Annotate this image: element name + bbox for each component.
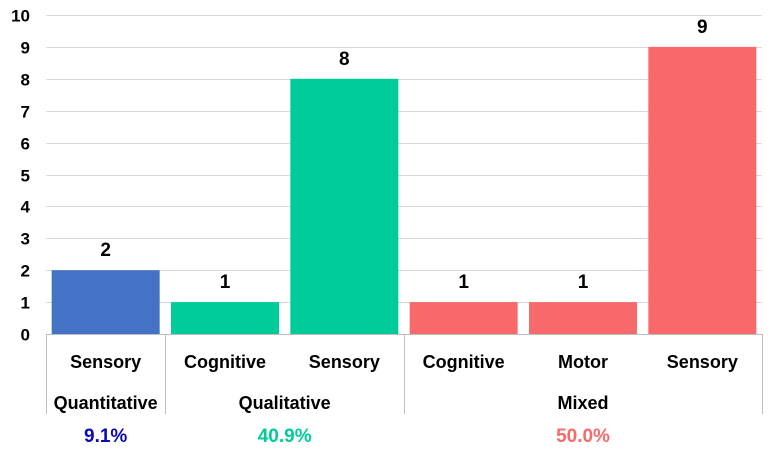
data-label: 1 <box>578 272 589 293</box>
y-tick-label: 6 <box>21 135 30 154</box>
x-category-label: Sensory <box>667 352 738 372</box>
x-category-label: Cognitive <box>184 352 266 372</box>
data-label: 8 <box>339 49 350 70</box>
x-axis: Sensory Cognitive Sensory Cognitive Motor Sen… <box>46 334 763 414</box>
y-tick-label: 5 <box>21 167 30 186</box>
x-category-label: Cognitive <box>423 352 505 372</box>
y-tick-label: 7 <box>21 103 30 122</box>
bars <box>51 46 757 335</box>
bar-sensory-mixed <box>648 46 757 335</box>
data-labels: 2 1 8 1 1 9 <box>100 17 707 293</box>
y-tick-label: 10 <box>11 7 30 26</box>
group-percent-quantitative: 9.1% <box>84 426 127 447</box>
bar-motor-mixed <box>529 302 637 334</box>
y-axis-tick-labels: 0 1 2 3 4 5 6 7 8 9 10 <box>11 7 30 345</box>
y-tick-label: 1 <box>21 294 30 313</box>
data-label: 1 <box>220 272 231 293</box>
y-tick-label: 4 <box>21 198 31 217</box>
bar-cognitive-qualitative <box>171 302 279 334</box>
y-tick-label: 0 <box>21 326 30 345</box>
bar-sensory-qualitative <box>290 78 399 334</box>
bar-cognitive-mixed <box>409 302 518 334</box>
x-category-label: Sensory <box>309 352 380 372</box>
y-tick-label: 3 <box>21 230 30 249</box>
data-label: 2 <box>100 240 111 261</box>
data-label: 9 <box>697 17 708 38</box>
x-category-label: Motor <box>558 352 608 372</box>
group-labels: Quantitative 9.1% Qualitative 40.9% Mixed 50.… <box>54 393 610 447</box>
group-percent-mixed: 50.0% <box>556 426 610 447</box>
bar-sensory-quantitative <box>51 270 160 334</box>
group-name-mixed: Mixed <box>557 393 608 413</box>
x-category-label: Sensory <box>70 352 141 372</box>
group-percent-qualitative: 40.9% <box>258 426 312 447</box>
y-tick-label: 2 <box>21 262 30 281</box>
gridlines <box>46 15 762 335</box>
group-name-qualitative: Qualitative <box>239 393 331 413</box>
data-label: 1 <box>458 272 469 293</box>
group-name-quantitative: Quantitative <box>54 393 158 413</box>
y-tick-label: 8 <box>21 71 30 90</box>
y-tick-label: 9 <box>21 39 30 58</box>
